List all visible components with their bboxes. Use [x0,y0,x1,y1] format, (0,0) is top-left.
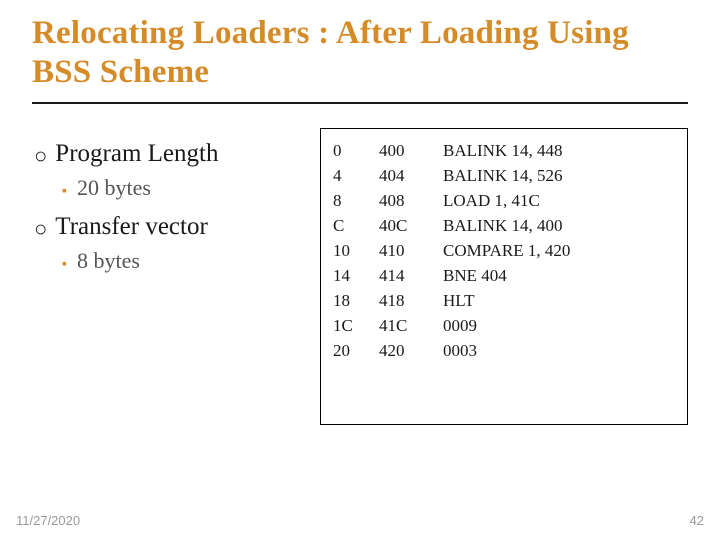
cell-addr: 408 [379,189,443,214]
slide: Relocating Loaders : After Loading Using… [0,0,720,540]
subbullet-8-bytes: ▪ 8 bytes [62,248,320,274]
cell-offset: 8 [333,189,379,214]
subbullet-text: 8 bytes [77,248,140,274]
bullet-column: ○ Program Length ▪ 20 bytes ○ Transfer v… [32,128,320,425]
cell-addr: 414 [379,264,443,289]
cell-instr: BNE 404 [443,264,675,289]
cell-offset: 20 [333,339,379,364]
cell-addr: 40C [379,214,443,239]
footer: 11/27/2020 42 [16,513,704,528]
cell-instr: 0009 [443,314,675,339]
table-row: 0 400 BALINK 14, 448 [333,139,675,164]
subbullet-20-bytes: ▪ 20 bytes [62,175,320,201]
table-row: 14 414 BNE 404 [333,264,675,289]
memory-table-box: 0 400 BALINK 14, 448 4 404 BALINK 14, 52… [320,128,688,425]
bullet-marker-icon: ○ [34,145,47,167]
cell-instr: COMPARE 1, 420 [443,239,675,264]
cell-offset: 14 [333,264,379,289]
bullet-text: Transfer vector [55,211,208,242]
table-row: 4 404 BALINK 14, 526 [333,164,675,189]
memory-table-body: 0 400 BALINK 14, 448 4 404 BALINK 14, 52… [333,139,675,364]
cell-offset: 0 [333,139,379,164]
cell-offset: 10 [333,239,379,264]
slide-body: ○ Program Length ▪ 20 bytes ○ Transfer v… [32,128,688,425]
bullet-program-length: ○ Program Length [34,138,320,169]
cell-instr: BALINK 14, 448 [443,139,675,164]
cell-addr: 404 [379,164,443,189]
footer-date: 11/27/2020 [16,513,80,528]
bullet-transfer-vector: ○ Transfer vector [34,211,320,242]
cell-addr: 400 [379,139,443,164]
table-row: 8 408 LOAD 1, 41C [333,189,675,214]
subbullet-marker-icon: ▪ [62,182,67,198]
table-row: 20 420 0003 [333,339,675,364]
cell-addr: 420 [379,339,443,364]
cell-offset: 4 [333,164,379,189]
subbullet-marker-icon: ▪ [62,255,67,271]
cell-instr: BALINK 14, 400 [443,214,675,239]
subbullet-text: 20 bytes [77,175,151,201]
cell-addr: 41C [379,314,443,339]
cell-offset: C [333,214,379,239]
table-row: 10 410 COMPARE 1, 420 [333,239,675,264]
cell-instr: LOAD 1, 41C [443,189,675,214]
cell-instr: HLT [443,289,675,314]
cell-offset: 18 [333,289,379,314]
title-underline [32,102,688,104]
slide-title: Relocating Loaders : After Loading Using… [32,14,688,100]
cell-offset: 1C [333,314,379,339]
memory-table: 0 400 BALINK 14, 448 4 404 BALINK 14, 52… [333,139,675,364]
bullet-text: Program Length [55,138,218,169]
bullet-marker-icon: ○ [34,218,47,240]
table-row: 18 418 HLT [333,289,675,314]
table-row: C 40C BALINK 14, 400 [333,214,675,239]
cell-addr: 418 [379,289,443,314]
footer-page: 42 [690,513,704,528]
cell-instr: BALINK 14, 526 [443,164,675,189]
table-row: 1C 41C 0009 [333,314,675,339]
cell-addr: 410 [379,239,443,264]
cell-instr: 0003 [443,339,675,364]
